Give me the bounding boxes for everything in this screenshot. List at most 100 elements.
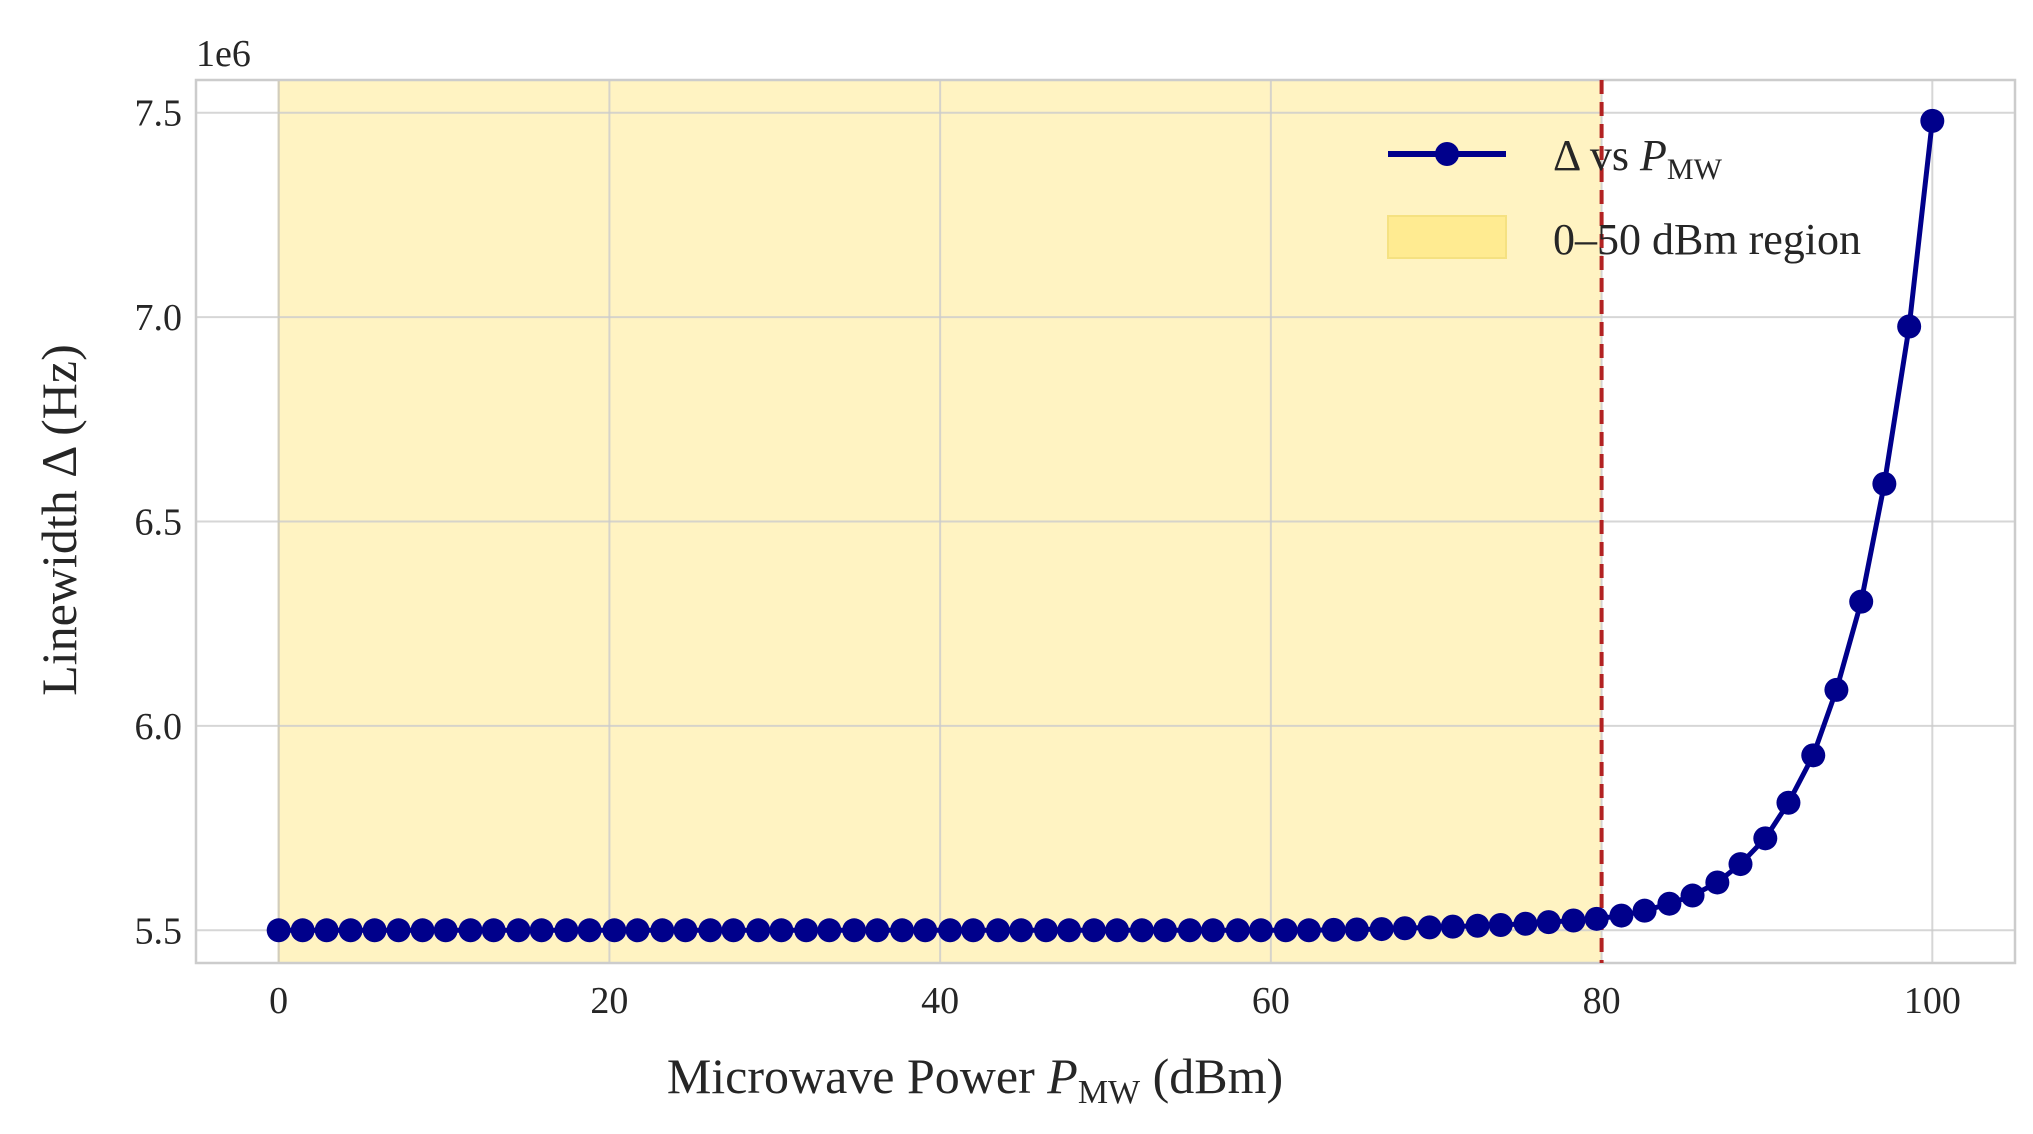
- data-point: [1273, 918, 1298, 943]
- x-tick-label: 40: [921, 980, 959, 1022]
- x-axis-label: Microwave Power PMW (dBm): [667, 1048, 1283, 1111]
- data-point: [1776, 790, 1801, 815]
- data-point: [577, 918, 602, 943]
- plot-frame: [194, 78, 2017, 965]
- data-point: [1417, 915, 1442, 940]
- data-point: [1680, 883, 1705, 908]
- data-point: [1609, 903, 1634, 928]
- data-point: [890, 918, 915, 943]
- data-point: [1321, 917, 1346, 942]
- data-point: [1440, 914, 1465, 939]
- legend-series-symbol: P: [1639, 131, 1667, 180]
- data-point: [1824, 677, 1849, 702]
- y-axis-offset-text: 1e6: [196, 33, 251, 75]
- data-point: [721, 918, 746, 943]
- data-point: [602, 918, 627, 943]
- data-point: [625, 918, 650, 943]
- data-point: [506, 918, 531, 943]
- data-point: [529, 918, 554, 943]
- legend-series-subscript: MW: [1667, 153, 1723, 186]
- data-point: [698, 918, 723, 943]
- legend: Δ vs PMW 0–50 dBm region: [1387, 131, 1861, 264]
- data-point: [1584, 906, 1609, 931]
- data-point: [1200, 918, 1225, 943]
- data-point: [1296, 918, 1321, 943]
- data-point: [1657, 891, 1682, 916]
- legend-marker-swatch: [1435, 142, 1459, 166]
- data-point: [961, 918, 986, 943]
- data-point: [1801, 743, 1826, 768]
- x-axis-label-suffix: (dBm): [1140, 1048, 1283, 1104]
- data-point: [1753, 826, 1778, 851]
- data-point: [1897, 314, 1922, 339]
- data-point: [1009, 918, 1034, 943]
- data-point: [673, 918, 698, 943]
- y-axis-label: Linewidth Δ (Hz): [31, 344, 87, 696]
- data-point: [1705, 870, 1730, 895]
- data-point: [290, 918, 315, 943]
- data-point: [1465, 913, 1490, 938]
- data-point: [338, 918, 363, 943]
- x-tick-label: 60: [1252, 980, 1290, 1022]
- data-point: [1728, 852, 1753, 877]
- x-tick-label: 0: [269, 980, 288, 1022]
- data-point: [1872, 471, 1897, 496]
- data-point: [794, 918, 819, 943]
- data-point: [1248, 918, 1273, 943]
- legend-region-label: 0–50 dBm region: [1553, 215, 1861, 264]
- data-point: [433, 918, 458, 943]
- data-point: [769, 918, 794, 943]
- data-point: [1153, 918, 1178, 943]
- data-point: [1033, 918, 1058, 943]
- data-point: [1561, 908, 1586, 933]
- y-tick-label: 7.5: [135, 93, 183, 135]
- data-point: [1513, 911, 1538, 936]
- data-point: [1488, 912, 1513, 937]
- data-point: [1105, 918, 1130, 943]
- data-point: [650, 918, 675, 943]
- y-tick-label: 7.0: [135, 297, 183, 339]
- data-point: [1536, 910, 1561, 935]
- data-point: [1057, 918, 1082, 943]
- data-point: [1081, 918, 1106, 943]
- data-point: [554, 918, 579, 943]
- data-point: [817, 918, 842, 943]
- data-point: [842, 918, 867, 943]
- data-point: [362, 918, 387, 943]
- series-group: [266, 108, 1945, 943]
- data-point: [314, 918, 339, 943]
- x-axis-label-symbol: P: [1046, 1048, 1078, 1104]
- data-point: [1632, 898, 1657, 923]
- data-point: [865, 918, 890, 943]
- x-tick-label: 100: [1904, 980, 1961, 1022]
- legend-series-label: Δ vs PMW: [1553, 131, 1723, 186]
- data-point: [913, 918, 938, 943]
- data-point: [1369, 917, 1394, 942]
- y-tick-label: 6.0: [135, 706, 183, 748]
- y-tick-label: 6.5: [135, 502, 183, 544]
- data-point: [1920, 108, 1945, 133]
- data-point: [1849, 589, 1874, 614]
- data-point: [481, 918, 506, 943]
- data-point: [1177, 918, 1202, 943]
- data-point: [938, 918, 963, 943]
- data-point: [386, 918, 411, 943]
- data-point: [410, 918, 435, 943]
- data-point: [1344, 917, 1369, 942]
- y-tick-label: 5.5: [135, 910, 183, 952]
- data-point: [1129, 918, 1154, 943]
- data-point: [1225, 918, 1250, 943]
- legend-series-text: Δ vs: [1553, 131, 1640, 180]
- data-point: [1392, 916, 1417, 941]
- data-point: [746, 918, 771, 943]
- x-tick-label: 20: [590, 980, 628, 1022]
- x-axis-label-text: Microwave Power: [667, 1048, 1047, 1104]
- x-axis-label-subscript: MW: [1078, 1074, 1141, 1111]
- legend-region-swatch: [1387, 215, 1507, 259]
- data-point: [266, 918, 291, 943]
- plot-area: 0 20 40 60 80 100 5.5 6.0 6.5 7.0 7.5: [135, 78, 2017, 1022]
- x-tick-label: 80: [1583, 980, 1621, 1022]
- data-point: [986, 918, 1011, 943]
- data-point: [458, 918, 483, 943]
